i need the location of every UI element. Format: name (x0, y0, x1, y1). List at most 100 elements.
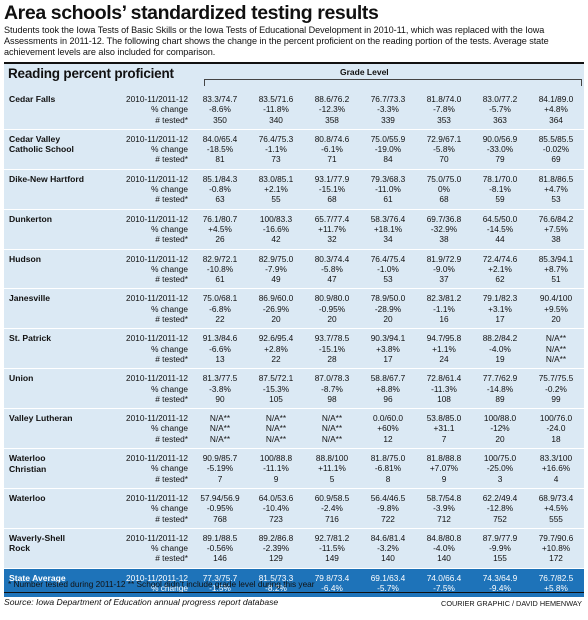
cell-value: 38 (439, 234, 449, 245)
footnote: * Number tested during 2011-12 ** School… (8, 579, 315, 589)
row-label: % change (151, 303, 188, 314)
row-label: 2010-11/2011-12 (126, 173, 188, 184)
cell-value: 81.8/88.8 (426, 453, 462, 464)
cell-value: 56.4/46.5 (370, 492, 406, 503)
cell-value: -14.8% (486, 383, 514, 394)
grade-cell: 90.3/94.1 +3.8% 17 (360, 328, 416, 370)
cell-value: 63 (215, 194, 225, 205)
cell-value: 146 (213, 553, 227, 564)
row-label: % change (151, 104, 188, 115)
cell-value: 80.3/74.4 (314, 253, 350, 264)
cell-value: -1.0% (377, 263, 399, 274)
grade-cell: 81.3/77.5 -3.8% 90 (192, 368, 248, 410)
grade-cell: 84.1/89.0 +4.8% 364 (528, 90, 584, 130)
cell-value: 68.9/73.4 (538, 492, 574, 503)
cell-value: +4.5% (544, 503, 568, 514)
cell-value: 61 (383, 194, 393, 205)
table-row: St. Patrick 2010-11/2011-12% change # test… (4, 328, 584, 370)
cell-value: 100/76.0 (539, 413, 573, 424)
grade-cell: 53.8/85.0 +31.1 7 (416, 408, 472, 450)
cell-value: 3 (497, 473, 503, 484)
grade-cell: 65.7/77.4 +11.7% 32 (304, 209, 360, 250)
cell-value: 58.8/67.7 (370, 373, 406, 384)
cell-value: 81 (215, 154, 225, 165)
cell-value: -33.0% (486, 144, 514, 155)
cell-value: 81.8/75.0 (370, 453, 406, 464)
cell-value: -0.56% (206, 543, 234, 554)
cell-value: -2.39% (262, 543, 290, 554)
cell-value: 89.1/88.5 (202, 532, 238, 543)
grade-cell: 69.7/36.8 -32.9% 38 (416, 209, 472, 250)
school-name: Union (4, 368, 84, 410)
cell-value: N/A** (265, 433, 287, 444)
cell-value: -15.1% (318, 343, 346, 354)
grade-cell: 86.9/60.0 -26.9% 20 (248, 288, 304, 330)
page-title: Area schools’ standardized testing resul… (4, 2, 379, 24)
cell-value: 12 (383, 433, 393, 444)
cell-value: 90 (215, 393, 225, 404)
grade-cell: 81.8/74.0 -7.8% 353 (416, 90, 472, 130)
cell-value: +11.1% (318, 463, 346, 474)
cell-value: -6.6% (209, 343, 231, 354)
grade-cell: 94.7/95.8 +1.1% 24 (416, 328, 472, 370)
cell-value: 75.0/75.0 (426, 173, 462, 184)
cell-value: 62.2/49.4 (482, 492, 518, 503)
grade-cell: 88.8/100 +11.1% 5 (304, 448, 360, 489)
row-labels: 2010-11/2011-12% change # tested* (84, 408, 192, 450)
cell-value: 20 (327, 314, 337, 325)
cell-value: 74.3/64.9 (482, 572, 518, 583)
cell-value: +8.8% (376, 383, 400, 394)
cell-value: N/A** (209, 433, 231, 444)
grade-cell: 87.9/77.9 -9.9% 155 (472, 528, 528, 569)
cell-value: 75.0/68.1 (202, 293, 238, 304)
row-labels: 2010-11/2011-12% change # tested* (84, 528, 192, 569)
cell-value: -0.2% (545, 383, 567, 394)
table-row: Hudson 2010-11/2011-12% change # tested* 82… (4, 249, 584, 290)
source-note: Source: Iowa Department of Education ann… (4, 597, 279, 607)
grade-cell: 64.0/53.6 -10.4% 723 (248, 488, 304, 529)
grade-cell: 87.0/78.3 -8.7% 98 (304, 368, 360, 410)
cell-value: 24 (439, 353, 449, 364)
cell-value: 99 (551, 393, 561, 404)
row-label: % change (151, 503, 188, 514)
cell-value: -5.8% (321, 263, 343, 274)
cell-value: +9.5% (544, 303, 568, 314)
cell-value: -26.9% (262, 303, 290, 314)
cell-value: 76.4/75.4 (370, 253, 406, 264)
cell-value: -7.9% (265, 263, 287, 274)
cell-value: 28 (327, 353, 337, 364)
cell-value: 19 (495, 353, 505, 364)
cell-value: 9 (441, 473, 447, 484)
cell-value: 53 (383, 274, 393, 285)
cell-value: 712 (437, 513, 451, 524)
cell-value: 72.4/74.6 (482, 253, 518, 264)
cell-value: 768 (213, 513, 227, 524)
cell-value: 22 (271, 353, 281, 364)
row-labels: 2010-11/2011-12% change # tested* (84, 368, 192, 410)
cell-value: 74.0/66.4 (426, 572, 462, 583)
cell-value: 85.3/94.1 (538, 253, 574, 264)
cell-value: 100/75.0 (483, 453, 517, 464)
cell-value: 93.7/78.5 (314, 333, 350, 344)
cell-value: -9.4% (489, 582, 511, 593)
cell-value: 57.94/56.9 (200, 492, 240, 503)
cell-value: 38 (551, 234, 561, 245)
cell-value: 77.3/75.7 (202, 572, 238, 583)
row-label: % change (151, 463, 188, 474)
grade-cell: 100/88.0 -12% 20 (472, 408, 528, 450)
cell-value: 82.3/81.2 (426, 293, 462, 304)
cell-value: N/A** (321, 423, 343, 434)
cell-value: 76.1/80.7 (202, 213, 238, 224)
cell-value: 69.7/36.8 (426, 213, 462, 224)
grade-cell: 78.1/70.0 -8.1% 59 (472, 169, 528, 210)
cell-value: 100/83.3 (259, 213, 293, 224)
grade-cell: 84.0/65.4 -18.5% 81 (192, 129, 248, 170)
row-label: 2010-11/2011-12 (126, 94, 188, 104)
cell-value: 26 (215, 234, 225, 245)
cell-value: 37 (439, 274, 449, 285)
cell-value: 83.3/100 (539, 453, 573, 464)
grade-cell: 81.8/86.5 +4.7% 53 (528, 169, 584, 210)
row-labels: 2010-11/2011-12% change # tested* (84, 90, 192, 130)
cell-value: -8.1% (489, 184, 511, 195)
cell-value: -10.4% (262, 503, 290, 514)
